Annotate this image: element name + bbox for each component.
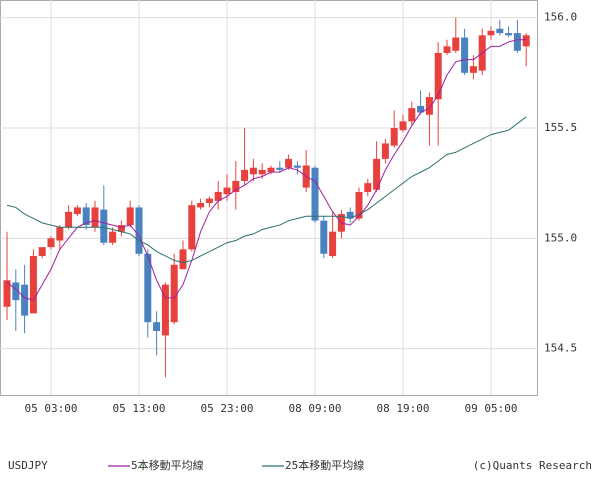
candle-body [487, 30, 495, 36]
candle-body [188, 205, 196, 250]
candle-body [170, 264, 178, 323]
candle-body [153, 322, 161, 332]
candle-body [249, 167, 257, 175]
candle-body [399, 121, 407, 131]
y-tick-label: 155.5 [544, 121, 577, 134]
candle-body [3, 280, 11, 307]
candle-body [65, 211, 73, 228]
y-tick-label: 154.5 [544, 342, 577, 355]
candle-body [452, 37, 460, 51]
candle-body [293, 165, 301, 168]
candle-body [346, 211, 354, 219]
candle-body [425, 97, 433, 115]
candle-body [29, 255, 37, 314]
candle-body [21, 284, 29, 316]
candle-body [82, 207, 90, 226]
candle-body [461, 37, 469, 73]
symbol-label: USDJPY [8, 459, 48, 472]
y-tick-label: 155.0 [544, 231, 577, 244]
legend-label: 5本移動平均線 [131, 458, 204, 472]
candle-body [381, 143, 389, 159]
candle-body [117, 225, 125, 232]
x-tick-label: 05 23:00 [201, 402, 254, 415]
candle-body [91, 207, 99, 228]
candle-body [267, 167, 275, 173]
candle-body [144, 253, 152, 323]
candle-body [241, 169, 249, 181]
moving-average-line [6, 39, 527, 301]
x-tick-label: 08 09:00 [289, 402, 342, 415]
x-tick-label: 05 13:00 [113, 402, 166, 415]
candle-body [408, 108, 416, 122]
y-tick-label: 156.0 [544, 11, 577, 24]
x-tick-label: 09 05:00 [465, 402, 518, 415]
candle-body [364, 183, 372, 192]
candle-body [311, 167, 319, 221]
candle-body [12, 282, 20, 301]
candle-body [214, 191, 222, 201]
candle-body [469, 66, 477, 73]
candle-body [434, 52, 442, 100]
candle-body [223, 187, 231, 195]
candle-body [276, 167, 284, 170]
x-tick-label: 08 19:00 [377, 402, 430, 415]
candle-body [56, 227, 64, 241]
candle-body [126, 207, 134, 226]
candle-body [522, 35, 530, 47]
candle-body [505, 33, 513, 36]
candle-body [73, 207, 81, 215]
candle-body [373, 158, 381, 190]
candle-body [179, 249, 187, 270]
candle-body [38, 247, 46, 256]
candle-body [232, 180, 240, 192]
source-credit: (c)Quants Research [473, 459, 592, 472]
candle-body [161, 284, 169, 336]
candle-body [197, 203, 205, 208]
candle-body [355, 191, 363, 219]
candle-body [205, 198, 213, 204]
candle-body [513, 33, 521, 51]
candle-body [285, 158, 293, 168]
candle-body [320, 220, 328, 254]
candle-body [100, 209, 108, 243]
candle-body [443, 46, 451, 53]
plot-frame [0, 0, 538, 396]
candle-body [135, 207, 143, 254]
candle-body [390, 127, 398, 146]
candle-body [109, 231, 117, 243]
candle-body [329, 231, 337, 256]
legend-label: 25本移動平均線 [285, 458, 364, 472]
candle-body [47, 238, 55, 248]
candle-body [496, 28, 504, 34]
moving-average-line [6, 116, 527, 264]
candle-body [258, 169, 266, 175]
x-tick-label: 05 03:00 [25, 402, 78, 415]
candle-body [417, 105, 425, 113]
